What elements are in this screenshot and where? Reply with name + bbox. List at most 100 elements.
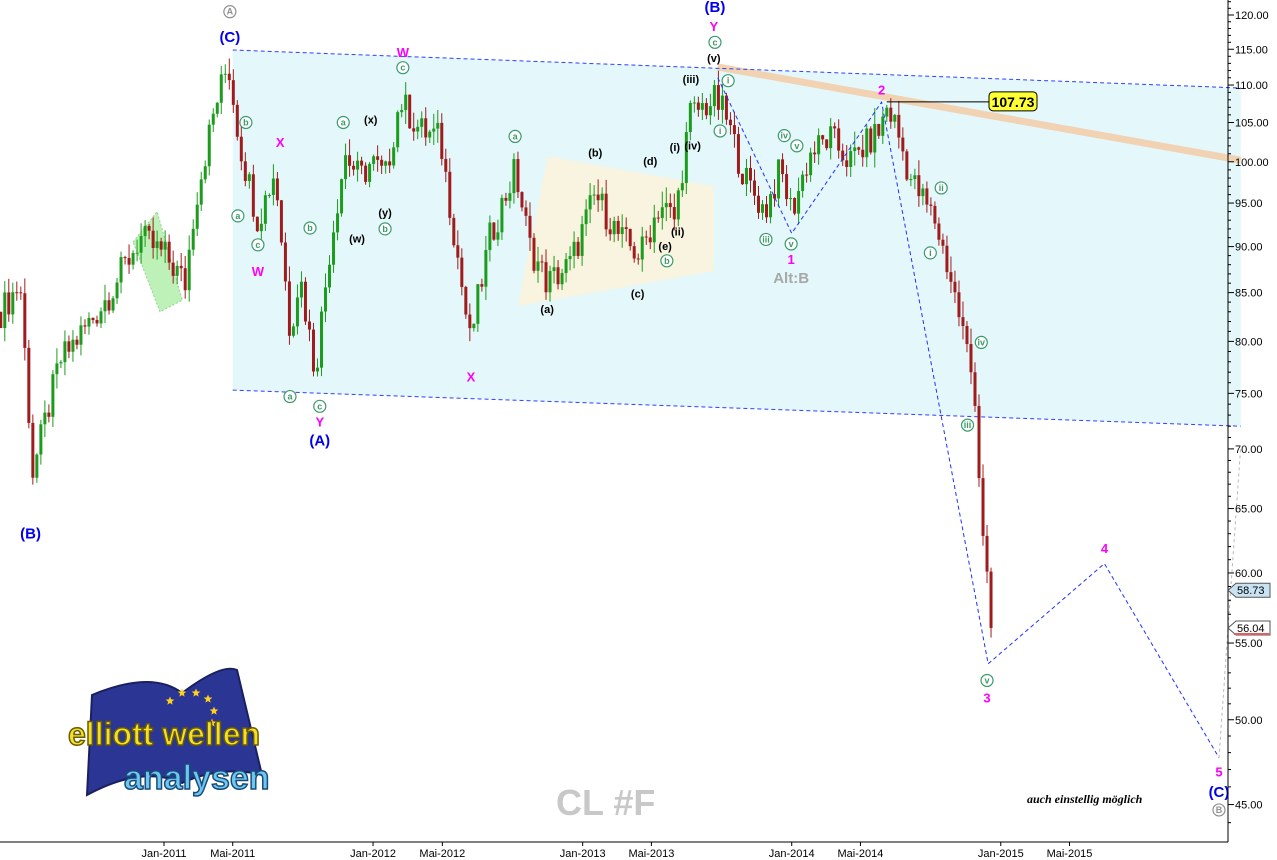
wave-label-circle (231, 209, 245, 223)
candle-body (456, 245, 460, 258)
wave-label-group: (i) (670, 142, 681, 154)
wave-label-circle (303, 221, 317, 235)
candle-body (769, 194, 773, 218)
wave-label-group: c (313, 399, 327, 413)
candle-body (777, 159, 781, 199)
wave-label: b (307, 223, 313, 233)
wave-label: i (719, 126, 722, 136)
candle-body (652, 217, 656, 243)
alt-projection-line (1218, 446, 1242, 758)
candle-body (151, 230, 155, 248)
wave-label: b (243, 117, 249, 127)
candle-body (616, 220, 620, 234)
candle-body (528, 215, 532, 238)
candle-body (985, 535, 989, 572)
logo-stars-icon (165, 688, 219, 727)
wave-label-group: 3 (983, 691, 990, 706)
wave-label: i (929, 248, 932, 258)
candle-body (632, 246, 636, 259)
candle-body (817, 135, 821, 155)
candle-body (668, 203, 672, 208)
logo-star-icon (209, 706, 219, 715)
logo-flag-icon: elliott wellen analysen (67, 667, 270, 798)
candle-body (291, 326, 295, 336)
candle-body (841, 150, 845, 161)
candle-body (596, 194, 600, 201)
wave-label: ii (939, 183, 944, 193)
candle-body (388, 161, 392, 166)
wave-label-group: i (721, 74, 735, 88)
candle-body (227, 73, 231, 81)
logo-star-icon (191, 688, 201, 697)
candle-body (849, 151, 853, 167)
wave-label-circle (713, 124, 727, 138)
candle-body (436, 122, 440, 129)
candle-body (765, 204, 769, 218)
candle-body (59, 362, 63, 364)
wave-label-group: iii (960, 418, 975, 432)
wave-label-group: a (283, 389, 297, 404)
wave-label-group: iv (777, 129, 791, 143)
candle-body (797, 190, 801, 214)
candle-body (564, 259, 568, 274)
y-tick-label: 105.00 (1235, 117, 1269, 129)
candle-body (223, 73, 227, 75)
wave-label: 3 (983, 691, 990, 706)
wave-label-circle (923, 246, 937, 260)
wave-label-group: c (708, 35, 722, 49)
candle-body (91, 317, 95, 320)
candle-body (412, 128, 416, 132)
candle-body (99, 311, 103, 324)
candle-body (67, 341, 71, 352)
candle-body (460, 257, 464, 287)
wave-label: c (400, 63, 405, 73)
logo-star-icon (177, 688, 187, 697)
wave-label: (y) (378, 208, 392, 220)
wave-label-group: 5 (1215, 764, 1222, 779)
candle-body (344, 155, 348, 180)
candle-body (79, 325, 83, 345)
wave-label-group: (ii) (671, 227, 685, 239)
wave-label: W (397, 45, 410, 60)
candle-body (75, 339, 79, 345)
candle-body (933, 205, 937, 224)
candle-body (512, 159, 516, 194)
candle-body (536, 261, 540, 271)
candle-body (604, 193, 608, 230)
wave-label-group: (b) (588, 147, 602, 159)
wave-label: i (727, 76, 730, 86)
candle-body (380, 159, 384, 166)
wave-label-group: c (396, 61, 410, 75)
wave-label-circle (721, 74, 735, 88)
candle-body (135, 252, 139, 254)
candle-body (608, 229, 612, 235)
candle-body (556, 267, 560, 285)
wave-label: a (341, 117, 347, 127)
candle-body (472, 323, 476, 329)
candle-body (712, 85, 716, 107)
wave-label-group: (C) (219, 29, 240, 46)
candle-body (973, 372, 977, 406)
candle-body (889, 107, 893, 122)
candle-body (905, 151, 909, 180)
y-tick-label: 70.00 (1235, 444, 1263, 456)
candle-body (47, 412, 51, 417)
wave-label-circle (784, 237, 798, 251)
candle-body (27, 347, 31, 423)
candle-body (87, 317, 91, 327)
candle-body (809, 152, 813, 176)
x-tick-label: Mai-2015 (1047, 848, 1093, 860)
wave-label-group: W (397, 45, 410, 60)
candle-body (877, 124, 881, 136)
wave-label: (C) (1209, 784, 1230, 801)
candle-body (263, 195, 267, 224)
candle-body (580, 224, 584, 256)
wave-label-circle (974, 335, 988, 350)
candle-body (552, 267, 556, 272)
y-tick-label: 100.00 (1235, 157, 1269, 169)
resistance-band (717, 63, 1242, 164)
candle-body (728, 119, 732, 126)
wave-label-group: (c) (631, 289, 645, 301)
wave-label-group: (w) (349, 234, 365, 246)
logo-star-icon (207, 718, 217, 727)
